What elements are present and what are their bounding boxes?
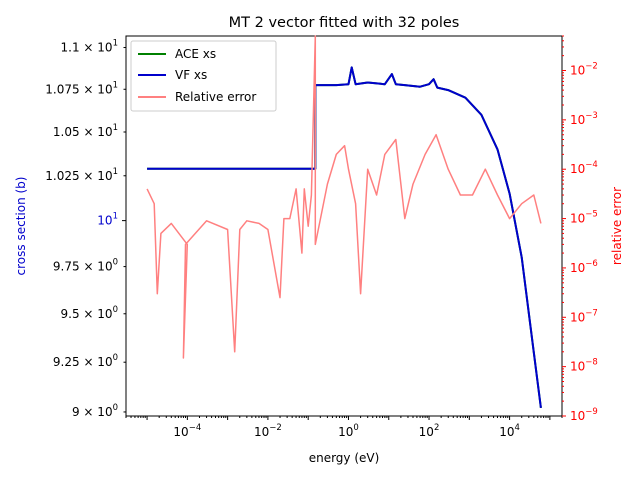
x-tick-label-0: 10−4 <box>173 423 201 439</box>
x-tick-label-1: 10−2 <box>254 423 282 439</box>
y-tick-label-6: 1.05 × 101 <box>53 123 118 139</box>
x-tick-label-3: 102 <box>419 423 440 439</box>
y-tick-label-1: 9.25 × 100 <box>53 353 118 369</box>
x-tick-label-4: 104 <box>499 423 520 439</box>
y2-tick-label-2: 10−7 <box>570 308 598 324</box>
y2-tick-label-0: 10−9 <box>570 407 598 423</box>
y-tick-label-3: 9.75 × 100 <box>53 258 118 274</box>
y2-tick-label-5: 10−4 <box>570 160 598 176</box>
y2-tick-label-3: 10−6 <box>570 259 598 275</box>
legend-label-relative-error: Relative error <box>175 90 256 104</box>
x-tick-label-2: 100 <box>338 423 359 439</box>
series-line-vf-xs <box>147 66 542 409</box>
series-line-relative-error <box>146 35 542 359</box>
series-layer <box>146 35 542 409</box>
legend-label-vf-xs: VF xs <box>175 68 207 82</box>
chart-title: MT 2 vector fitted with 32 poles <box>229 15 460 31</box>
legend-label-ace-xs: ACE xs <box>175 47 216 61</box>
y-tick-label-0: 9 × 100 <box>72 403 118 419</box>
x-axis-label: energy (eV) <box>309 451 380 465</box>
axis-layer: 10−4 10−2 100 102 104 9 × 100 9.25 × 100 9.5 × … <box>45 35 598 439</box>
y-tick-label-5: 1.025 × 101 <box>45 167 118 183</box>
y-tick-label-8: 1.1 × 101 <box>61 39 118 55</box>
y2-tick-label-1: 10−8 <box>570 358 598 374</box>
y2-tick-label-7: 10−2 <box>570 61 598 77</box>
y-tick-label-7: 1.075 × 101 <box>45 80 118 96</box>
y-tick-label-4: 101 <box>97 212 118 228</box>
y-tick-label-2: 9.5 × 100 <box>61 305 118 321</box>
legend-box <box>130 40 277 112</box>
y2-tick-label-4: 10−5 <box>570 210 598 226</box>
y2-axis-label: relative error <box>610 187 624 265</box>
y-axis-label: cross section (b) <box>14 177 28 276</box>
y2-tick-label-6: 10−3 <box>570 111 598 127</box>
legend: ACE xs VF xs Relative error <box>130 40 277 112</box>
